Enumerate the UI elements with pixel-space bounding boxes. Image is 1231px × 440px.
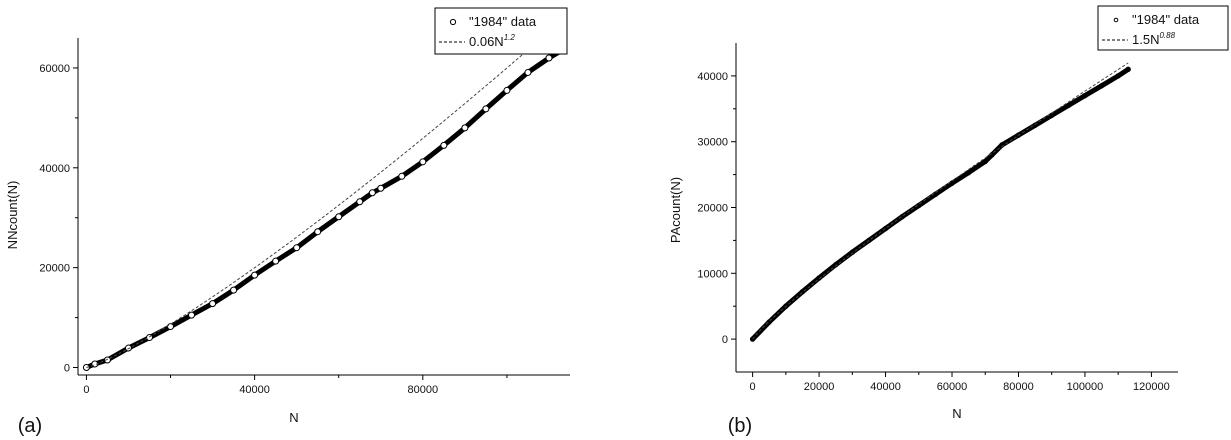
legend-circle-icon bbox=[1113, 17, 1119, 23]
data-point bbox=[503, 86, 511, 94]
data-point bbox=[1115, 73, 1121, 79]
data-point bbox=[1032, 122, 1038, 128]
legend-box bbox=[434, 7, 568, 55]
data-point bbox=[816, 275, 822, 281]
panel-b-pacount-chart: 0 20000 40000 60000 80000 100000 120000 0 10000 2… bbox=[668, 5, 1229, 437]
legend-label-exponent: 0.88 bbox=[1159, 31, 1175, 40]
data-point bbox=[335, 213, 343, 221]
x-axis-title: N bbox=[289, 410, 298, 425]
y-tick-label: 20000 bbox=[39, 263, 70, 275]
data-point bbox=[230, 286, 238, 294]
data-point bbox=[356, 198, 364, 206]
data-point bbox=[103, 356, 111, 364]
data-point bbox=[965, 169, 972, 176]
data-point bbox=[209, 300, 217, 308]
legend-box bbox=[1097, 5, 1229, 51]
legend-label-exponent: 1.2 bbox=[504, 33, 516, 42]
x-tick-label: 120000 bbox=[1133, 381, 1170, 393]
y-tick-label: 0 bbox=[64, 363, 70, 375]
y-axis-title: PAcount(N) bbox=[668, 177, 683, 243]
data-point bbox=[377, 184, 385, 192]
panel-a-nncount-chart: 0 40000 80000 0 20000 40000 60000 N NNcount(N) (a… bbox=[5, 7, 570, 437]
panel-label: (b) bbox=[728, 415, 752, 437]
legend-label-main: 1.5N bbox=[1132, 32, 1159, 47]
data-point bbox=[188, 311, 196, 319]
data-point bbox=[293, 244, 301, 252]
data-point bbox=[440, 141, 448, 149]
data-point bbox=[167, 323, 175, 331]
x-tick-label: 0 bbox=[83, 384, 89, 396]
data-point bbox=[949, 180, 955, 186]
data-point bbox=[124, 344, 132, 352]
data-point bbox=[1049, 112, 1055, 119]
data-point bbox=[849, 249, 856, 255]
legend-label: "1984" data bbox=[1132, 12, 1200, 27]
data-point bbox=[982, 158, 988, 165]
data-point bbox=[1082, 92, 1088, 99]
data-curve bbox=[750, 66, 1131, 342]
legend: "1984" data 1.5N0.88 bbox=[1097, 5, 1229, 51]
x-tick-label: 80000 bbox=[408, 384, 439, 396]
data-point bbox=[1125, 66, 1131, 73]
x-tick-label: 0 bbox=[750, 381, 756, 393]
x-tick-label: 40000 bbox=[239, 384, 270, 396]
legend-label-main: 0.06N bbox=[469, 34, 504, 49]
legend: "1984" data 0.06N1.2 bbox=[434, 7, 568, 55]
data-point bbox=[932, 191, 939, 198]
data-curve bbox=[83, 48, 565, 370]
y-tick-label: 30000 bbox=[697, 137, 728, 149]
data-point bbox=[1065, 102, 1072, 109]
x-tick-label: 40000 bbox=[870, 381, 901, 393]
y-tick-label: 0 bbox=[722, 334, 728, 346]
fit-curve bbox=[752, 62, 1129, 340]
data-point bbox=[419, 158, 427, 166]
x-axis-title: N bbox=[952, 406, 961, 421]
legend-label: 1.5N0.88 bbox=[1132, 31, 1176, 47]
x-tick-label: 100000 bbox=[1067, 381, 1104, 393]
panel-label: (a) bbox=[18, 415, 42, 437]
data-point bbox=[832, 262, 839, 268]
data-point bbox=[545, 54, 553, 62]
data-series bbox=[82, 46, 566, 372]
y-axis-title: NNcount(N) bbox=[5, 181, 20, 250]
legend-label: 0.06N1.2 bbox=[469, 33, 515, 49]
y-tick-label: 10000 bbox=[697, 268, 728, 280]
x-tick-label: 20000 bbox=[804, 381, 835, 393]
legend-label: "1984" data bbox=[469, 14, 537, 29]
data-series bbox=[749, 66, 1131, 342]
data-point bbox=[251, 271, 259, 279]
fit-curve bbox=[86, 20, 562, 368]
y-tick-label: 60000 bbox=[39, 63, 70, 75]
data-point bbox=[368, 189, 376, 197]
data-point bbox=[482, 105, 490, 113]
y-tick-label: 40000 bbox=[697, 71, 728, 83]
y-tick-label: 40000 bbox=[39, 163, 70, 175]
data-point bbox=[461, 124, 469, 132]
data-point bbox=[524, 68, 532, 76]
data-point bbox=[1098, 83, 1105, 89]
data-point bbox=[314, 228, 322, 236]
data-point bbox=[272, 257, 280, 265]
x-tick-label: 60000 bbox=[937, 381, 968, 393]
data-point bbox=[398, 172, 406, 180]
x-tick-label: 80000 bbox=[1003, 381, 1034, 393]
y-tick-label: 20000 bbox=[697, 203, 728, 215]
legend-circle-icon bbox=[449, 18, 457, 26]
